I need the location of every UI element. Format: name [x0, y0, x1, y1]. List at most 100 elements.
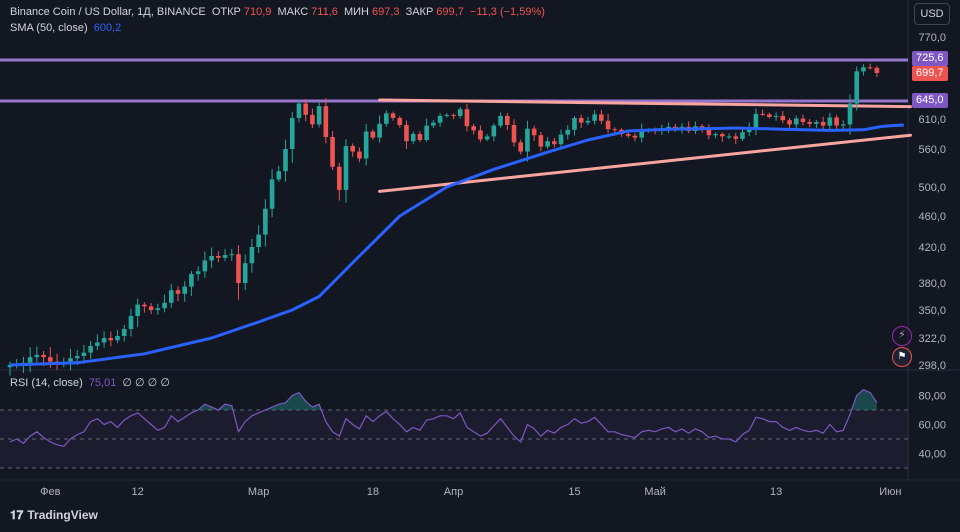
candle-body: [558, 134, 564, 145]
candle-body: [592, 114, 597, 121]
candle-body: [518, 142, 524, 152]
high-value: 711,6: [311, 6, 338, 18]
rsi-label: RSI (14, close): [10, 377, 83, 389]
candle-body: [552, 141, 557, 145]
candle-body: [605, 120, 611, 130]
candle-body: [81, 352, 87, 356]
candle-body: [424, 125, 429, 140]
candle-body: [229, 254, 235, 256]
candle-body: [276, 171, 282, 180]
candle-body: [330, 137, 335, 167]
trendlines[interactable]: [378, 98, 912, 193]
grid: [0, 0, 960, 481]
price-tick-label: 560,0: [918, 144, 946, 156]
price-tick-label: 298,0: [918, 360, 946, 372]
candle-body: [867, 67, 873, 69]
rsi-legend[interactable]: RSI (14, close) 75,01 ∅ ∅ ∅ ∅: [10, 376, 173, 389]
candle-body: [720, 134, 725, 137]
candles: [7, 63, 880, 376]
resistance-low-badge: 645,0: [912, 93, 948, 108]
candle-body: [397, 117, 403, 125]
candle-body: [336, 166, 342, 190]
candle-body: [357, 151, 362, 159]
currency-button[interactable]: USD: [914, 3, 950, 25]
candle-body: [827, 117, 833, 126]
candle-body: [511, 125, 517, 143]
candle-body: [840, 124, 846, 126]
candle-body: [491, 125, 497, 137]
candle-body: [464, 109, 470, 127]
price-tick-label: 322,0: [918, 333, 946, 345]
candle-body: [121, 329, 127, 336]
trendline-lower[interactable]: [378, 133, 912, 193]
candle-body: [706, 129, 712, 136]
candle-body: [632, 135, 638, 138]
candle-body: [404, 125, 409, 142]
rsi-axis-label: 80,00: [918, 391, 946, 403]
candle-body: [195, 271, 201, 274]
rsi-line: [9, 389, 878, 447]
trendline-upper[interactable]: [378, 98, 912, 109]
sma-label: SMA (50, close): [10, 22, 88, 34]
tradingview-logo[interactable]: 𝟏𝟕 TradingView: [10, 508, 98, 523]
candle-body: [478, 130, 483, 140]
open-label: ОТКР: [211, 6, 241, 18]
time-tick-label: 13: [770, 486, 782, 498]
candle-body: [525, 128, 530, 152]
candle-body: [861, 67, 866, 72]
candle-body: [310, 114, 315, 125]
candle-body: [155, 308, 161, 310]
candle-body: [350, 146, 356, 152]
candle-body: [377, 123, 382, 138]
lightning-icon[interactable]: ⚡: [892, 326, 912, 346]
candle-body: [612, 129, 618, 131]
candle-body: [787, 120, 792, 125]
candle-body: [437, 115, 443, 123]
candle-body: [182, 286, 188, 294]
low-value: 697,3: [371, 6, 400, 18]
open-value: 710,9: [243, 6, 272, 18]
symbol-title[interactable]: Binance Coin / US Dollar, 1Д, BINANCE: [10, 6, 206, 18]
flag-icon[interactable]: ⚑: [892, 347, 912, 367]
candle-body: [639, 130, 644, 138]
candle-body: [498, 115, 503, 126]
candle-body: [256, 234, 261, 247]
sma-legend[interactable]: SMA (50, close) 600,2: [10, 22, 124, 34]
candle-body: [236, 254, 241, 283]
time-tick-label: 18: [367, 486, 379, 498]
candle-body: [168, 290, 174, 303]
candle-body: [538, 135, 544, 147]
candle-body: [572, 117, 577, 130]
candle-body: [666, 126, 671, 128]
axes: 770,0 610,0 560,0 500,0 460,0 420,0 380,0 350,0…: [40, 32, 946, 498]
high-label: МАКС: [277, 6, 309, 18]
time-tick-label: Мар: [248, 486, 270, 498]
candle-body: [135, 304, 140, 316]
candle-body: [760, 113, 765, 115]
candle-body: [88, 345, 93, 353]
last-price-badge: 699,7: [912, 66, 948, 81]
rsi-value: 75,01: [88, 377, 117, 389]
tv-icon: 𝟏𝟕: [10, 508, 24, 522]
candle-body: [41, 354, 46, 358]
candle-body: [740, 132, 745, 139]
candle-body: [451, 114, 456, 116]
rsi-axis-label: 40,00: [918, 449, 946, 461]
candle-body: [101, 338, 107, 343]
candle-body: [625, 134, 631, 136]
time-tick-label: 12: [132, 486, 144, 498]
candle-body: [296, 103, 302, 118]
candle-body: [733, 136, 739, 139]
candle-body: [531, 128, 537, 136]
time-tick-label: Июн: [879, 486, 901, 498]
price-tick-label: 350,0: [918, 305, 946, 317]
time-tick-label: Май: [644, 486, 666, 498]
candle-body: [249, 247, 255, 264]
candle-body: [565, 129, 571, 135]
candle-body: [780, 115, 786, 121]
resistance-top-badge: 725,6: [912, 51, 948, 66]
candle-body: [27, 357, 33, 363]
candle-body: [820, 122, 826, 126]
